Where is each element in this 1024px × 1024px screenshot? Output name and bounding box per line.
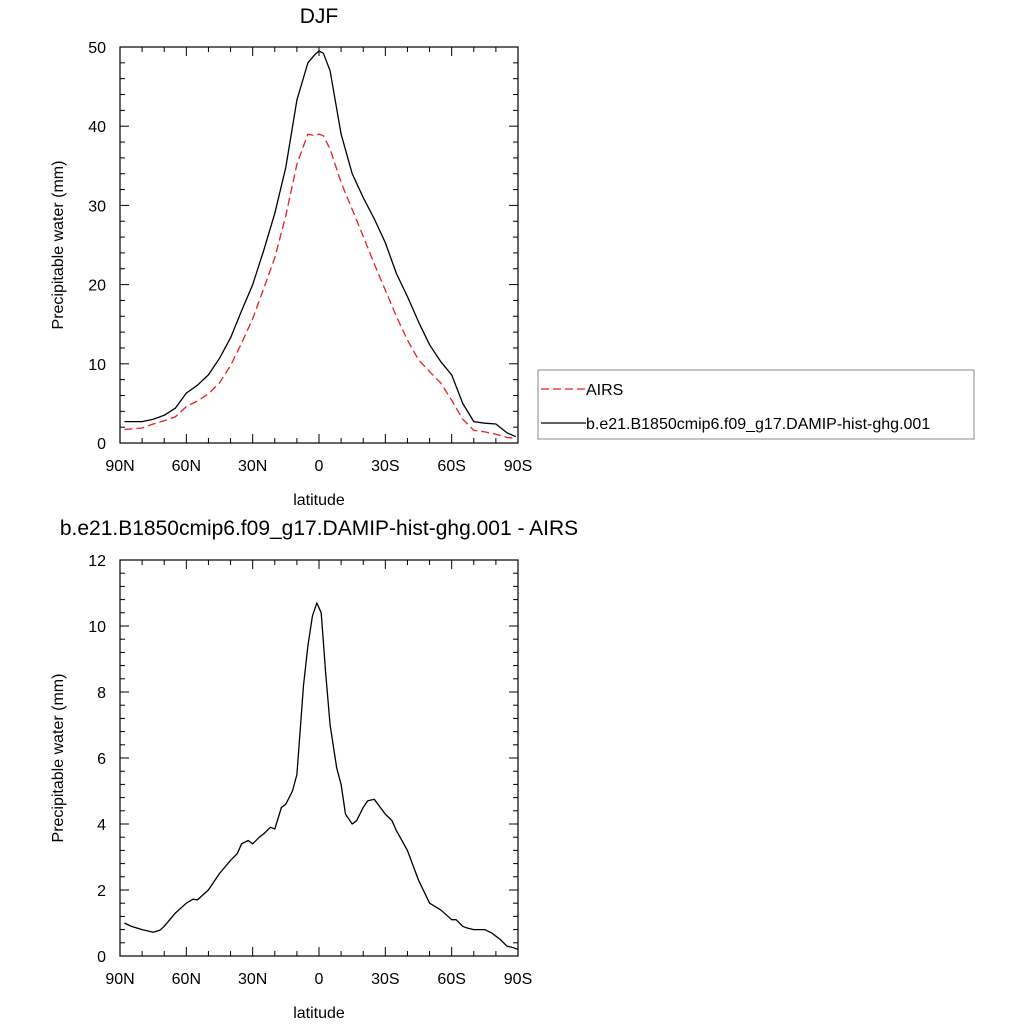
x-tick-label: 60S (437, 971, 465, 988)
x-tick-label: 60S (437, 458, 465, 475)
y-tick-label: 0 (97, 949, 106, 966)
series-line-2 (124, 50, 517, 438)
x-tick-label: 90N (105, 458, 134, 475)
y-tick-label: 2 (97, 883, 106, 900)
x-tick-label: 0 (315, 971, 324, 988)
x-tick-label: 30S (371, 458, 399, 475)
plot-frame (119, 46, 519, 444)
x-tick-label: 60N (172, 458, 201, 475)
y-tick-label: 8 (97, 685, 106, 702)
x-tick-label: 30N (238, 458, 267, 475)
y-axis-label: Precipitable water (mm) (50, 674, 67, 843)
legend-label-2: b.e21.B1850cmip6.f09_g17.DAMIP-hist-ghg.… (586, 416, 930, 433)
series-line-1 (124, 602, 519, 951)
y-axis-label: Precipitable water (mm) (50, 161, 67, 330)
plot-frame (119, 559, 519, 957)
y-tick-label: 0 (97, 436, 106, 453)
x-tick-label: 30S (371, 971, 399, 988)
y-tick-label: 4 (97, 817, 106, 834)
legend-box (537, 369, 975, 440)
chart-2: b.e21.B1850cmip6.f09_g17.DAMIP-hist-ghg.… (50, 517, 578, 1022)
y-tick-label: 12 (88, 553, 106, 570)
legend-label-1: AIRS (586, 382, 623, 399)
y-tick-label: 40 (88, 119, 106, 136)
x-tick-label: 90N (105, 971, 134, 988)
y-tick-label: 6 (97, 751, 106, 768)
x-tick-label: 90S (504, 971, 532, 988)
y-tick-label: 20 (88, 278, 106, 295)
x-axis-label: latitude (293, 1005, 345, 1022)
legend: AIRS b.e21.B1850cmip6.f09_g17.DAMIP-hist-… (537, 369, 975, 440)
chart-title: b.e21.B1850cmip6.f09_g17.DAMIP-hist-ghg.… (60, 517, 578, 540)
y-tick-label: 50 (88, 40, 106, 57)
x-axis-label: latitude (293, 492, 345, 509)
y-tick-label: 10 (88, 357, 106, 374)
x-tick-label: 60N (172, 971, 201, 988)
chart-title: DJF (300, 5, 339, 28)
x-tick-label: 90S (504, 458, 532, 475)
chart-1: DJF 0 10 20 30 40 50 90N 60N 30N 0 30S 60S 90S latitud… (50, 5, 975, 509)
series-line-1 (124, 133, 516, 439)
y-tick-label: 10 (88, 619, 106, 636)
y-tick-label: 30 (88, 198, 106, 215)
x-tick-label: 30N (238, 971, 267, 988)
x-tick-label: 0 (315, 458, 324, 475)
